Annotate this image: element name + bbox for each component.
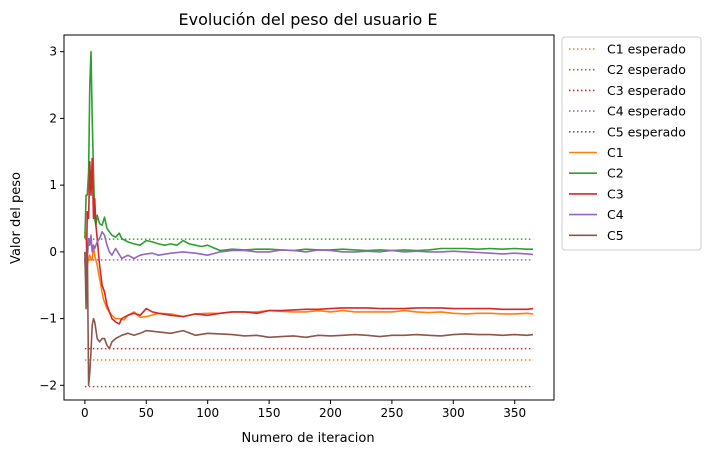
x-tick-label: 0 <box>81 406 89 420</box>
y-tick-label: −1 <box>39 312 57 326</box>
series-line-c5 <box>84 244 534 387</box>
legend-label: C5 esperado <box>607 124 686 139</box>
legend-label: C4 <box>607 207 624 222</box>
plot-frame <box>63 34 555 401</box>
legend: C1 esperado C2 esperado C3 esperado C4 espe… <box>561 36 702 251</box>
x-axis: 0 50 100 150 200 250 300 350 <box>81 400 526 420</box>
y-axis-label: Valor del peso <box>9 172 24 264</box>
series-line-c3 <box>84 157 534 325</box>
y-tick-label: 0 <box>49 245 57 259</box>
legend-label: C3 esperado <box>607 83 686 98</box>
legend-label: C2 esperado <box>607 62 686 77</box>
x-tick-label: 50 <box>139 406 154 420</box>
legend-label: C1 <box>607 145 624 160</box>
legend-label: C5 <box>607 228 624 243</box>
chart-title: Evolución del peso del usuario E <box>179 10 438 29</box>
series-line-c4 <box>84 231 534 267</box>
y-axis: −2 −1 0 1 2 3 <box>39 45 64 392</box>
legend-label: C4 esperado <box>607 104 686 119</box>
y-tick-label: 3 <box>49 45 57 59</box>
series-line-c1 <box>84 231 534 321</box>
y-tick-label: 2 <box>49 111 57 125</box>
series-line-c2 <box>84 50 534 252</box>
plot-area <box>84 50 534 388</box>
legend-label: C1 esperado <box>607 42 686 57</box>
x-tick-label: 150 <box>258 406 281 420</box>
y-tick-label: 1 <box>49 178 57 192</box>
x-axis-label: Numero de iteracion <box>241 431 374 446</box>
x-tick-label: 200 <box>319 406 342 420</box>
x-tick-label: 250 <box>380 406 403 420</box>
x-tick-label: 350 <box>503 406 526 420</box>
legend-box <box>561 36 702 251</box>
y-tick-label: −2 <box>39 378 57 392</box>
legend-label: C2 <box>607 166 624 181</box>
x-tick-label: 100 <box>196 406 219 420</box>
x-tick-label: 300 <box>442 406 465 420</box>
legend-label: C3 <box>607 186 624 201</box>
